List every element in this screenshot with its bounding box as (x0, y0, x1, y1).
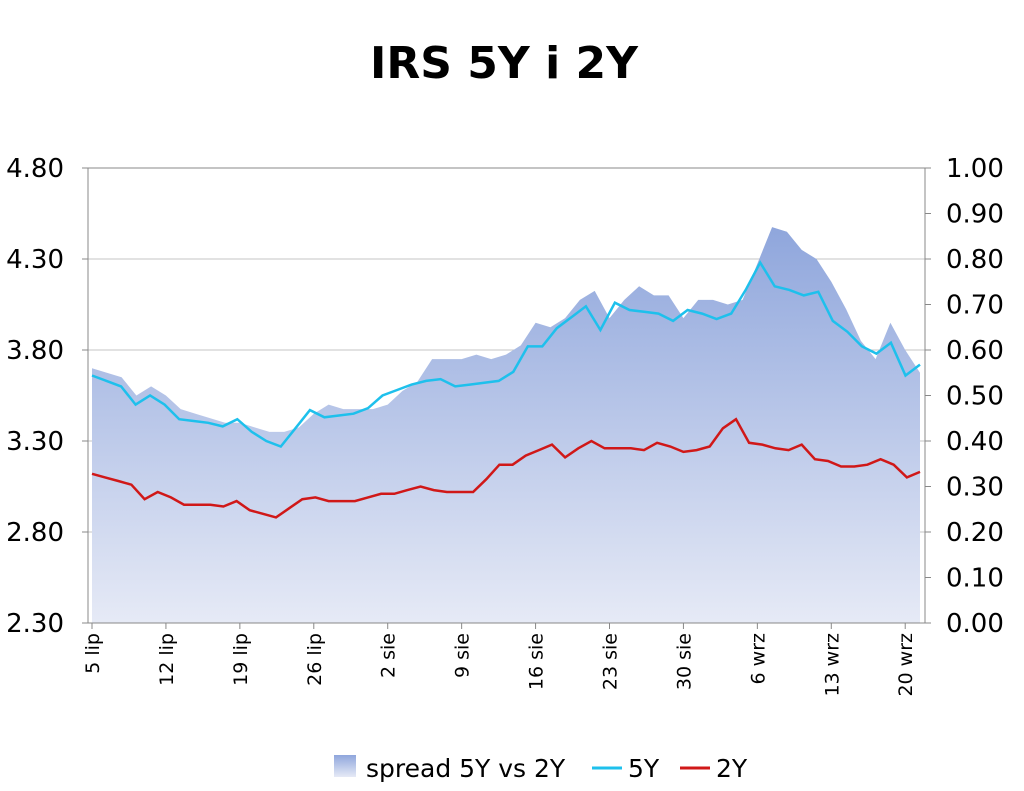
right-tick-label: 0.70 (946, 291, 1004, 321)
x-tick-label: 2 sie (378, 633, 400, 678)
left-axis: 2.30 2.80 3.30 3.80 4.30 4.80 (6, 154, 88, 639)
right-tick-label: 1.00 (946, 154, 1004, 184)
legend-label-spread: spread 5Y vs 2Y (366, 754, 566, 783)
x-tick-label: 13 wrz (821, 633, 843, 697)
x-tick-label: 20 wrz (895, 633, 917, 697)
x-tick-label: 6 wrz (747, 633, 769, 684)
right-tick-label: 0.60 (946, 336, 1004, 366)
legend-label-5y: 5Y (628, 754, 660, 783)
right-tick-label: 0.50 (946, 382, 1004, 412)
right-axis: 0.00 0.10 0.20 0.30 0.40 0.50 0.60 0.70 0.80 0.90… (925, 154, 1004, 639)
x-tick-label: 23 sie (600, 633, 622, 690)
right-tick-label: 0.80 (946, 245, 1004, 275)
left-tick-label: 4.80 (6, 154, 64, 184)
legend: spread 5Y vs 2Y 5Y 2Y (334, 754, 748, 783)
left-tick-label: 3.80 (6, 336, 64, 366)
x-axis: 5 lip 12 lip 19 lip 26 lip 2 sie 9 sie 16 sie 2… (82, 623, 917, 697)
legend-label-2y: 2Y (716, 754, 748, 783)
legend-swatch-spread (334, 755, 356, 777)
x-tick-label: 9 sie (452, 633, 474, 678)
right-tick-label: 0.30 (946, 473, 1004, 503)
left-tick-label: 2.80 (6, 518, 64, 548)
right-tick-label: 0.10 (946, 564, 1004, 594)
left-tick-label: 2.30 (6, 609, 64, 639)
series-line-5y (91, 260, 921, 448)
series-area-spread (92, 227, 920, 623)
x-tick-label: 5 lip (82, 633, 104, 674)
right-tick-label: 0.00 (946, 609, 1004, 639)
x-tick-label: 26 lip (304, 633, 326, 686)
x-tick-label: 30 sie (673, 633, 695, 690)
x-tick-label: 12 lip (156, 633, 178, 686)
x-tick-label: 19 lip (230, 633, 252, 686)
series-line-2y (91, 417, 921, 519)
left-tick-label: 4.30 (6, 245, 64, 275)
right-tick-label: 0.40 (946, 427, 1004, 457)
chart-title: IRS 5Y i 2Y (370, 38, 639, 89)
right-tick-label: 0.20 (946, 518, 1004, 548)
right-tick-label: 0.90 (946, 200, 1004, 230)
x-tick-label: 16 sie (526, 633, 548, 690)
left-tick-label: 3.30 (6, 427, 64, 457)
